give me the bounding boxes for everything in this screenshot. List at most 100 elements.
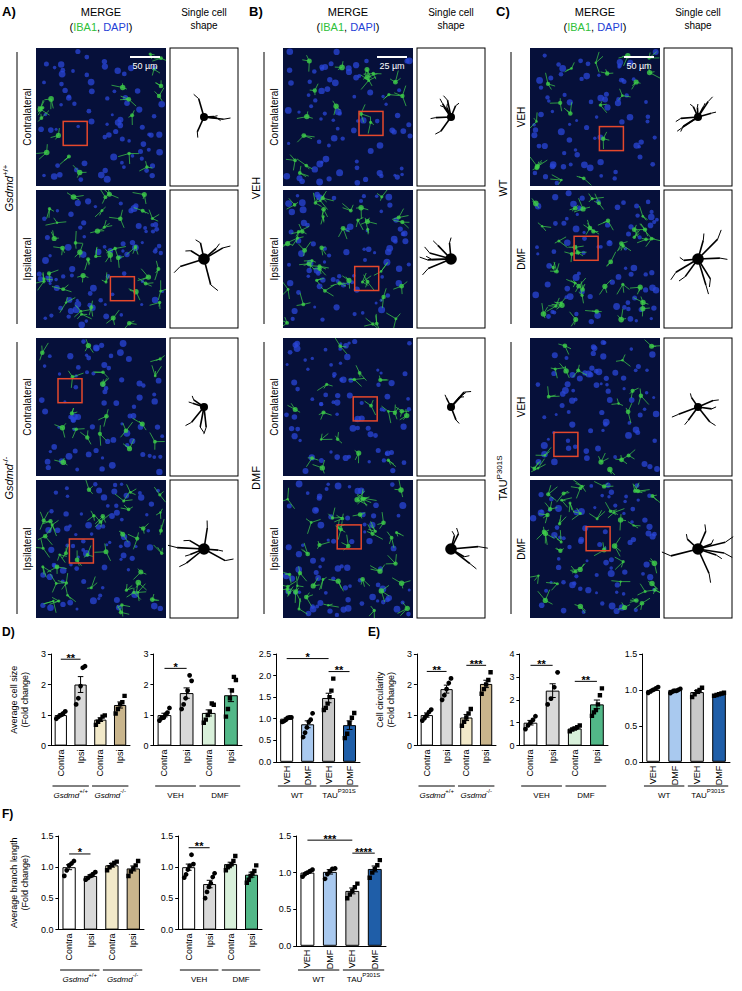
svg-text:Ipsilateral: Ipsilateral bbox=[269, 528, 280, 571]
svg-text:Gsdmd: Gsdmd bbox=[107, 975, 133, 984]
svg-text:*: * bbox=[78, 846, 83, 858]
svg-text:50 µm: 50 µm bbox=[132, 61, 157, 71]
svg-text:Single cell: Single cell bbox=[428, 7, 474, 18]
svg-text:+/+: +/+ bbox=[445, 788, 454, 794]
svg-text:(Fold change): (Fold change) bbox=[20, 672, 30, 728]
svg-text:0.0: 0.0 bbox=[279, 941, 292, 951]
svg-text:Single cell: Single cell bbox=[675, 7, 721, 18]
svg-text:(Fold change): (Fold change) bbox=[386, 672, 396, 728]
svg-text:0.5: 0.5 bbox=[259, 735, 272, 745]
svg-text:DMF: DMF bbox=[345, 765, 355, 785]
svg-text:B): B) bbox=[249, 4, 263, 19]
svg-text:Single cell: Single cell bbox=[181, 7, 227, 18]
svg-text:Contralateral: Contralateral bbox=[22, 378, 33, 435]
svg-text:(Fold change): (Fold change) bbox=[20, 855, 30, 911]
svg-text:WT: WT bbox=[312, 975, 325, 984]
svg-text:*: * bbox=[305, 651, 310, 663]
svg-text:Ipsi: Ipsi bbox=[247, 934, 257, 948]
svg-text:**: ** bbox=[335, 664, 344, 676]
svg-text:VEH: VEH bbox=[302, 950, 312, 969]
svg-text:1.0: 1.0 bbox=[161, 862, 174, 872]
svg-text:Ipsi: Ipsi bbox=[128, 934, 138, 948]
svg-text:VEH: VEH bbox=[167, 791, 184, 800]
svg-text:Ipsi: Ipsi bbox=[182, 750, 192, 764]
svg-text:0: 0 bbox=[143, 741, 148, 751]
svg-text:MERGE: MERGE bbox=[328, 6, 368, 18]
svg-text:Average cell size: Average cell size bbox=[9, 666, 19, 734]
svg-text:Ipsilateral: Ipsilateral bbox=[269, 238, 280, 281]
svg-text:DMF: DMF bbox=[370, 949, 380, 969]
svg-text:1: 1 bbox=[407, 710, 412, 720]
svg-text:Ipsilateral: Ipsilateral bbox=[22, 528, 33, 571]
svg-text:Cell circularity: Cell circularity bbox=[375, 671, 385, 728]
svg-text:1.5: 1.5 bbox=[279, 831, 292, 841]
svg-text:0.0: 0.0 bbox=[41, 925, 54, 935]
svg-text:shape: shape bbox=[684, 20, 712, 31]
svg-text:Ipsi: Ipsi bbox=[442, 750, 452, 764]
svg-text:VEH: VEH bbox=[324, 766, 334, 785]
svg-text:1: 1 bbox=[41, 710, 46, 720]
svg-text:1.5: 1.5 bbox=[259, 692, 272, 702]
svg-text:VEH: VEH bbox=[692, 766, 702, 785]
svg-text:2.5: 2.5 bbox=[259, 649, 272, 659]
svg-text:0.0: 0.0 bbox=[625, 757, 638, 767]
svg-text:VEH: VEH bbox=[516, 107, 527, 128]
svg-text:F): F) bbox=[2, 807, 13, 821]
svg-text:Contra: Contra bbox=[107, 934, 117, 961]
svg-text:P301S: P301S bbox=[338, 788, 356, 794]
svg-text:VEH: VEH bbox=[533, 791, 550, 800]
svg-text:1.0: 1.0 bbox=[279, 868, 292, 878]
svg-text:(IBA1, DAPI): (IBA1, DAPI) bbox=[563, 21, 626, 33]
svg-text:0.5: 0.5 bbox=[161, 893, 174, 903]
svg-text:Contra: Contra bbox=[56, 750, 66, 777]
svg-text:shape: shape bbox=[190, 20, 218, 31]
svg-text:TAU: TAU bbox=[347, 975, 363, 984]
svg-text:Ipsi: Ipsi bbox=[548, 750, 558, 764]
svg-text:(IBA1, DAPI): (IBA1, DAPI) bbox=[69, 21, 132, 33]
svg-text:**: ** bbox=[537, 658, 546, 670]
svg-text:50 µm: 50 µm bbox=[626, 61, 651, 71]
svg-text:-/-: -/- bbox=[120, 788, 126, 794]
svg-text:**: ** bbox=[66, 652, 75, 664]
svg-text:Ipsi: Ipsi bbox=[592, 750, 602, 764]
svg-text:Gsdmd: Gsdmd bbox=[419, 791, 445, 800]
svg-text:3: 3 bbox=[41, 649, 46, 659]
svg-text:1: 1 bbox=[143, 710, 148, 720]
svg-text:TAUP301S: TAUP301S bbox=[495, 455, 510, 500]
svg-text:Gsdmd: Gsdmd bbox=[63, 975, 89, 984]
svg-text:**: ** bbox=[432, 664, 441, 676]
svg-text:VEH: VEH bbox=[282, 766, 292, 785]
svg-text:2.0: 2.0 bbox=[259, 671, 272, 681]
svg-text:C): C) bbox=[496, 4, 510, 19]
svg-text:Contralateral: Contralateral bbox=[269, 378, 280, 435]
svg-text:Ipsi: Ipsi bbox=[205, 934, 215, 948]
svg-text:Contra: Contra bbox=[95, 750, 105, 777]
svg-text:WT: WT bbox=[497, 179, 509, 196]
svg-text:****: **** bbox=[355, 846, 373, 858]
svg-text:WT: WT bbox=[291, 791, 304, 800]
svg-text:Contra: Contra bbox=[570, 750, 580, 777]
svg-text:E): E) bbox=[368, 625, 380, 639]
svg-text:VEH: VEH bbox=[191, 975, 208, 984]
svg-text:2: 2 bbox=[407, 680, 412, 690]
svg-text:P301S: P301S bbox=[362, 972, 380, 978]
svg-text:1.5: 1.5 bbox=[161, 831, 174, 841]
svg-text:DMF: DMF bbox=[211, 791, 228, 800]
svg-text:VEH: VEH bbox=[516, 397, 527, 418]
svg-text:Gsdmd: Gsdmd bbox=[53, 791, 79, 800]
svg-text:1.5: 1.5 bbox=[41, 831, 54, 841]
svg-text:MERGE: MERGE bbox=[575, 6, 615, 18]
svg-text:3: 3 bbox=[509, 672, 514, 682]
svg-text:***: *** bbox=[323, 833, 337, 845]
svg-text:1: 1 bbox=[509, 718, 514, 728]
svg-text:2: 2 bbox=[509, 695, 514, 705]
svg-text:DMF: DMF bbox=[232, 975, 249, 984]
svg-text:MERGE: MERGE bbox=[81, 6, 121, 18]
svg-text:+/+: +/+ bbox=[88, 972, 97, 978]
svg-text:TAU: TAU bbox=[691, 791, 707, 800]
svg-text:0.5: 0.5 bbox=[625, 721, 638, 731]
svg-text:3: 3 bbox=[143, 649, 148, 659]
svg-text:shape: shape bbox=[437, 20, 465, 31]
svg-text:A): A) bbox=[2, 4, 16, 19]
svg-text:Contralateral: Contralateral bbox=[269, 88, 280, 145]
